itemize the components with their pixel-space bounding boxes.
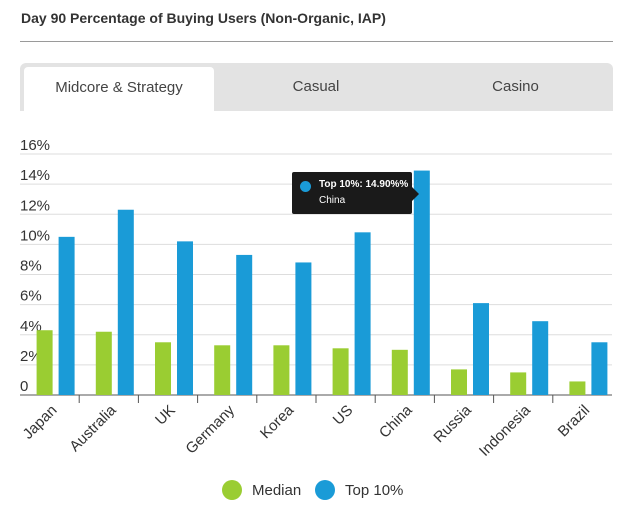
bar-top10 [591, 342, 608, 395]
x-tick-label: Germany [182, 401, 238, 457]
bar-top10 [117, 209, 134, 395]
bar-median [510, 372, 527, 395]
x-tick-label: Korea [257, 401, 298, 442]
x-tick-label: Indonesia [476, 401, 534, 459]
tooltip-value: Top 10%: 14.90%% [319, 179, 409, 190]
bar-top10 [413, 170, 430, 395]
bar-top10 [532, 321, 549, 395]
y-tick-label: 0 [20, 378, 28, 395]
y-tick-label: 10% [20, 227, 50, 244]
bar-median [391, 349, 408, 395]
legend-item-top10[interactable]: Top 10% [315, 478, 403, 502]
y-tick-label: 12% [20, 197, 50, 214]
x-tick-label: Australia [66, 401, 120, 455]
tab-casual[interactable]: Casual [292, 78, 340, 95]
bar-median [451, 369, 467, 395]
y-tick-label: 16% [20, 137, 50, 154]
tooltip-series-dot-icon [300, 181, 311, 192]
bar-median [155, 342, 171, 395]
bar-top10 [354, 232, 371, 395]
bar-top10 [58, 236, 75, 395]
y-tick-label: 6% [20, 288, 42, 305]
x-tick-label: China [376, 401, 416, 441]
legend-item-median[interactable]: Median [222, 478, 301, 502]
x-tick-label: US [330, 402, 357, 429]
tooltip: Top 10%: 14.90%% China [292, 172, 419, 214]
tooltip-category: China [319, 195, 346, 206]
x-tick-label: UK [152, 402, 179, 429]
bar-top10 [473, 303, 489, 395]
bar-median [332, 348, 349, 395]
legend-label-median: Median [252, 481, 302, 499]
bar-top10 [236, 254, 253, 395]
y-tick-label: 4% [20, 318, 42, 335]
legend-label-top10: Top 10% [345, 481, 404, 499]
bar-top10 [177, 241, 193, 395]
chart-title: Day 90 Percentage of Buying Users (Non-O… [21, 10, 386, 26]
bar-chart: 0 2% 4% 6% 8% 10% 12% 14% 16% Japan Australia UK Ger… [20, 137, 612, 460]
x-tick-label: Russia [430, 401, 475, 446]
bar-median [569, 381, 586, 395]
x-tick-label: Brazil [555, 402, 594, 441]
bar-median [273, 345, 290, 395]
y-tick-label: 14% [20, 167, 50, 184]
bar-median [36, 330, 53, 395]
tab-midcore-strategy[interactable]: Midcore & Strategy [24, 67, 214, 113]
bar-median [95, 331, 112, 395]
bar-median [214, 345, 231, 395]
title-divider [20, 41, 613, 42]
x-tick-label: Japan [20, 402, 61, 443]
bar-top10 [295, 262, 312, 395]
y-tick-label: 8% [20, 258, 42, 275]
tab-bar: Midcore & Strategy Casual Casino [20, 63, 613, 113]
tooltip-pointer [412, 187, 419, 201]
y-tick-label: 2% [20, 348, 42, 365]
tab-casino[interactable]: Casino [492, 78, 539, 95]
legend: Median Top 10% [0, 478, 640, 502]
median-swatch-icon [222, 480, 242, 500]
top10-swatch-icon [315, 480, 335, 500]
